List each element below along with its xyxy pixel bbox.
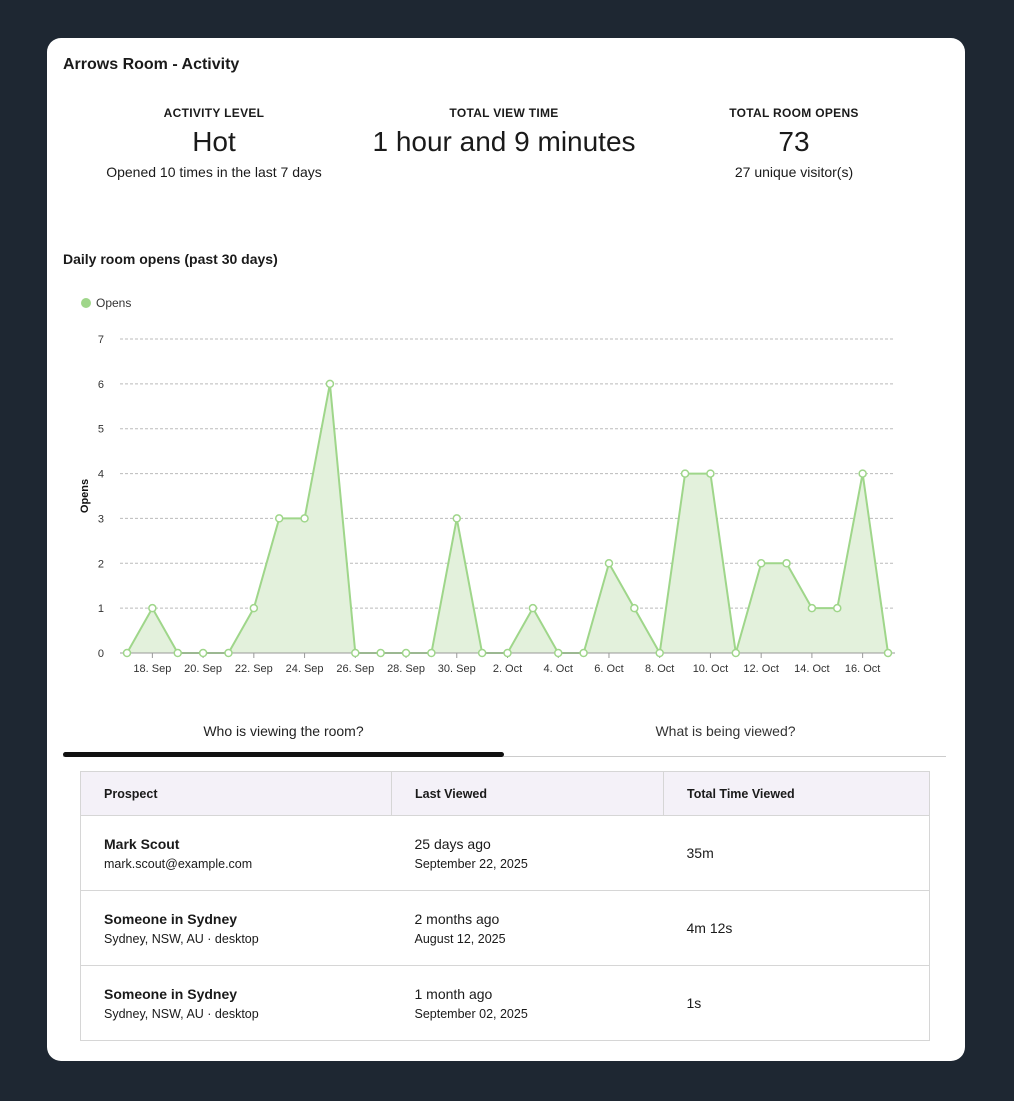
- table-row[interactable]: Someone in Sydney Sydney, NSW, AU · deskt…: [80, 890, 930, 966]
- y-tick-label: 1: [98, 603, 104, 615]
- data-point: [427, 648, 436, 658]
- data-point: [122, 648, 132, 658]
- last-viewed-date: August 12, 2025: [414, 931, 506, 946]
- total-time: 4m 12s: [663, 890, 930, 966]
- prospect-detail: Sydney, NSW, AU · desktop: [104, 931, 259, 946]
- data-point: [477, 648, 487, 658]
- x-tick-label: 28. Sep: [387, 663, 425, 675]
- y-axis-label: Opens: [79, 479, 91, 513]
- data-point: [630, 603, 639, 613]
- data-point: [401, 648, 411, 658]
- data-point: [274, 514, 284, 523]
- y-tick-label: 5: [98, 424, 104, 436]
- data-point: [224, 648, 233, 658]
- data-point: [579, 648, 588, 658]
- total-time: 1s: [663, 965, 930, 1041]
- stat-label: ACTIVITY LEVEL: [163, 106, 265, 120]
- active-tab-indicator: [63, 752, 504, 757]
- x-tick-label: 10. Oct: [693, 663, 728, 675]
- x-tick-label: 26. Sep: [336, 663, 374, 675]
- stat-value: Hot: [192, 126, 236, 157]
- data-point: [731, 648, 741, 658]
- data-point: [376, 648, 385, 658]
- x-tick-label: 18. Sep: [133, 663, 171, 675]
- prospect-detail: Sydney, NSW, AU · desktop: [104, 1006, 259, 1021]
- x-tick-label: 4. Oct: [544, 663, 573, 675]
- last-viewed-date: September 22, 2025: [414, 856, 528, 871]
- column-header-total-time[interactable]: Total Time Viewed: [663, 771, 930, 816]
- data-point: [300, 514, 309, 523]
- stat-total-room-opens: TOTAL ROOM OPENS 73 27 unique visitor(s): [644, 106, 944, 180]
- data-point: [325, 379, 335, 389]
- data-point: [249, 603, 259, 613]
- prospect-name: Someone in Sydney: [104, 910, 238, 927]
- total-time: 35m: [663, 815, 930, 891]
- stat-sub: 27 unique visitor(s): [734, 164, 854, 180]
- data-point: [528, 603, 538, 613]
- data-point: [706, 469, 715, 478]
- x-tick-label: 16. Oct: [845, 663, 880, 675]
- page-title: Arrows Room - Activity: [63, 56, 240, 73]
- last-viewed-relative: 2 months ago: [414, 910, 500, 927]
- prospect-name: Mark Scout: [104, 835, 180, 852]
- y-tick-label: 3: [98, 513, 104, 525]
- x-tick-label: 2. Oct: [493, 663, 522, 675]
- tab-who-is-viewing[interactable]: Who is viewing the room?: [203, 723, 364, 739]
- column-header-prospect[interactable]: Prospect: [80, 771, 392, 816]
- x-tick-label: 24. Sep: [286, 663, 324, 675]
- tab-bar: Who is viewing the room? What is being v…: [63, 720, 946, 757]
- data-point: [452, 514, 462, 523]
- last-viewed-date: September 02, 2025: [414, 1006, 528, 1021]
- data-point: [655, 648, 664, 658]
- x-tick-label: 8. Oct: [645, 663, 674, 675]
- table-row[interactable]: Mark Scout mark.scout@example.com 25 days…: [80, 815, 930, 891]
- data-point: [833, 603, 842, 613]
- data-point: [756, 559, 766, 568]
- last-viewed-relative: 1 month ago: [414, 985, 493, 1002]
- data-point: [858, 469, 867, 478]
- x-tick-label: 30. Sep: [438, 663, 476, 675]
- prospects-table: Prospect Last Viewed Total Time Viewed M…: [80, 771, 930, 1041]
- stat-label: TOTAL VIEW TIME: [449, 106, 559, 120]
- x-tick-label: 6. Oct: [594, 663, 623, 675]
- x-tick-label: 12. Oct: [743, 663, 778, 675]
- stat-activity-level: ACTIVITY LEVEL Hot Opened 10 times in th…: [64, 106, 364, 180]
- data-point: [351, 648, 360, 658]
- x-tick-label: 14. Oct: [794, 663, 829, 675]
- y-tick-label: 6: [98, 379, 104, 391]
- stat-sub: Opened 10 times in the last 7 days: [106, 164, 322, 180]
- stat-value: 1 hour and 9 minutes: [372, 126, 636, 157]
- tab-what-is-viewed[interactable]: What is being viewed?: [655, 723, 796, 739]
- data-point: [807, 603, 817, 613]
- data-point: [198, 648, 208, 658]
- area-fill: [127, 383, 888, 653]
- data-point: [883, 648, 893, 658]
- data-point: [680, 469, 690, 478]
- data-point: [553, 648, 563, 658]
- data-point: [604, 559, 614, 568]
- last-viewed-relative: 25 days ago: [414, 835, 491, 852]
- y-tick-label: 2: [98, 558, 104, 570]
- stat-value: 73: [778, 126, 810, 157]
- x-tick-label: 20. Sep: [184, 663, 222, 675]
- legend-label: Opens: [96, 296, 131, 310]
- daily-opens-chart: Opens 0 1 2 3 4 5 6 7 Opens 18. Sep 20. Sep 22. Sep 2…: [79, 296, 895, 675]
- data-point: [148, 603, 157, 613]
- stat-label: TOTAL ROOM OPENS: [729, 106, 859, 120]
- y-tick-label: 7: [98, 334, 104, 346]
- stat-total-view-time: TOTAL VIEW TIME 1 hour and 9 minutes: [354, 106, 654, 158]
- y-tick-label: 4: [98, 469, 104, 481]
- x-tick-label: 22. Sep: [235, 663, 273, 675]
- chart-title: Daily room opens (past 30 days): [63, 251, 278, 267]
- data-point: [503, 648, 512, 658]
- prospect-name: Someone in Sydney: [104, 985, 238, 1002]
- data-point: [782, 559, 791, 568]
- data-point: [173, 648, 182, 658]
- prospect-detail: mark.scout@example.com: [104, 856, 253, 871]
- column-header-last-viewed[interactable]: Last Viewed: [391, 771, 664, 816]
- legend-marker: [81, 298, 91, 308]
- table-row[interactable]: Someone in Sydney Sydney, NSW, AU · deskt…: [80, 965, 930, 1041]
- y-tick-label: 0: [98, 648, 104, 660]
